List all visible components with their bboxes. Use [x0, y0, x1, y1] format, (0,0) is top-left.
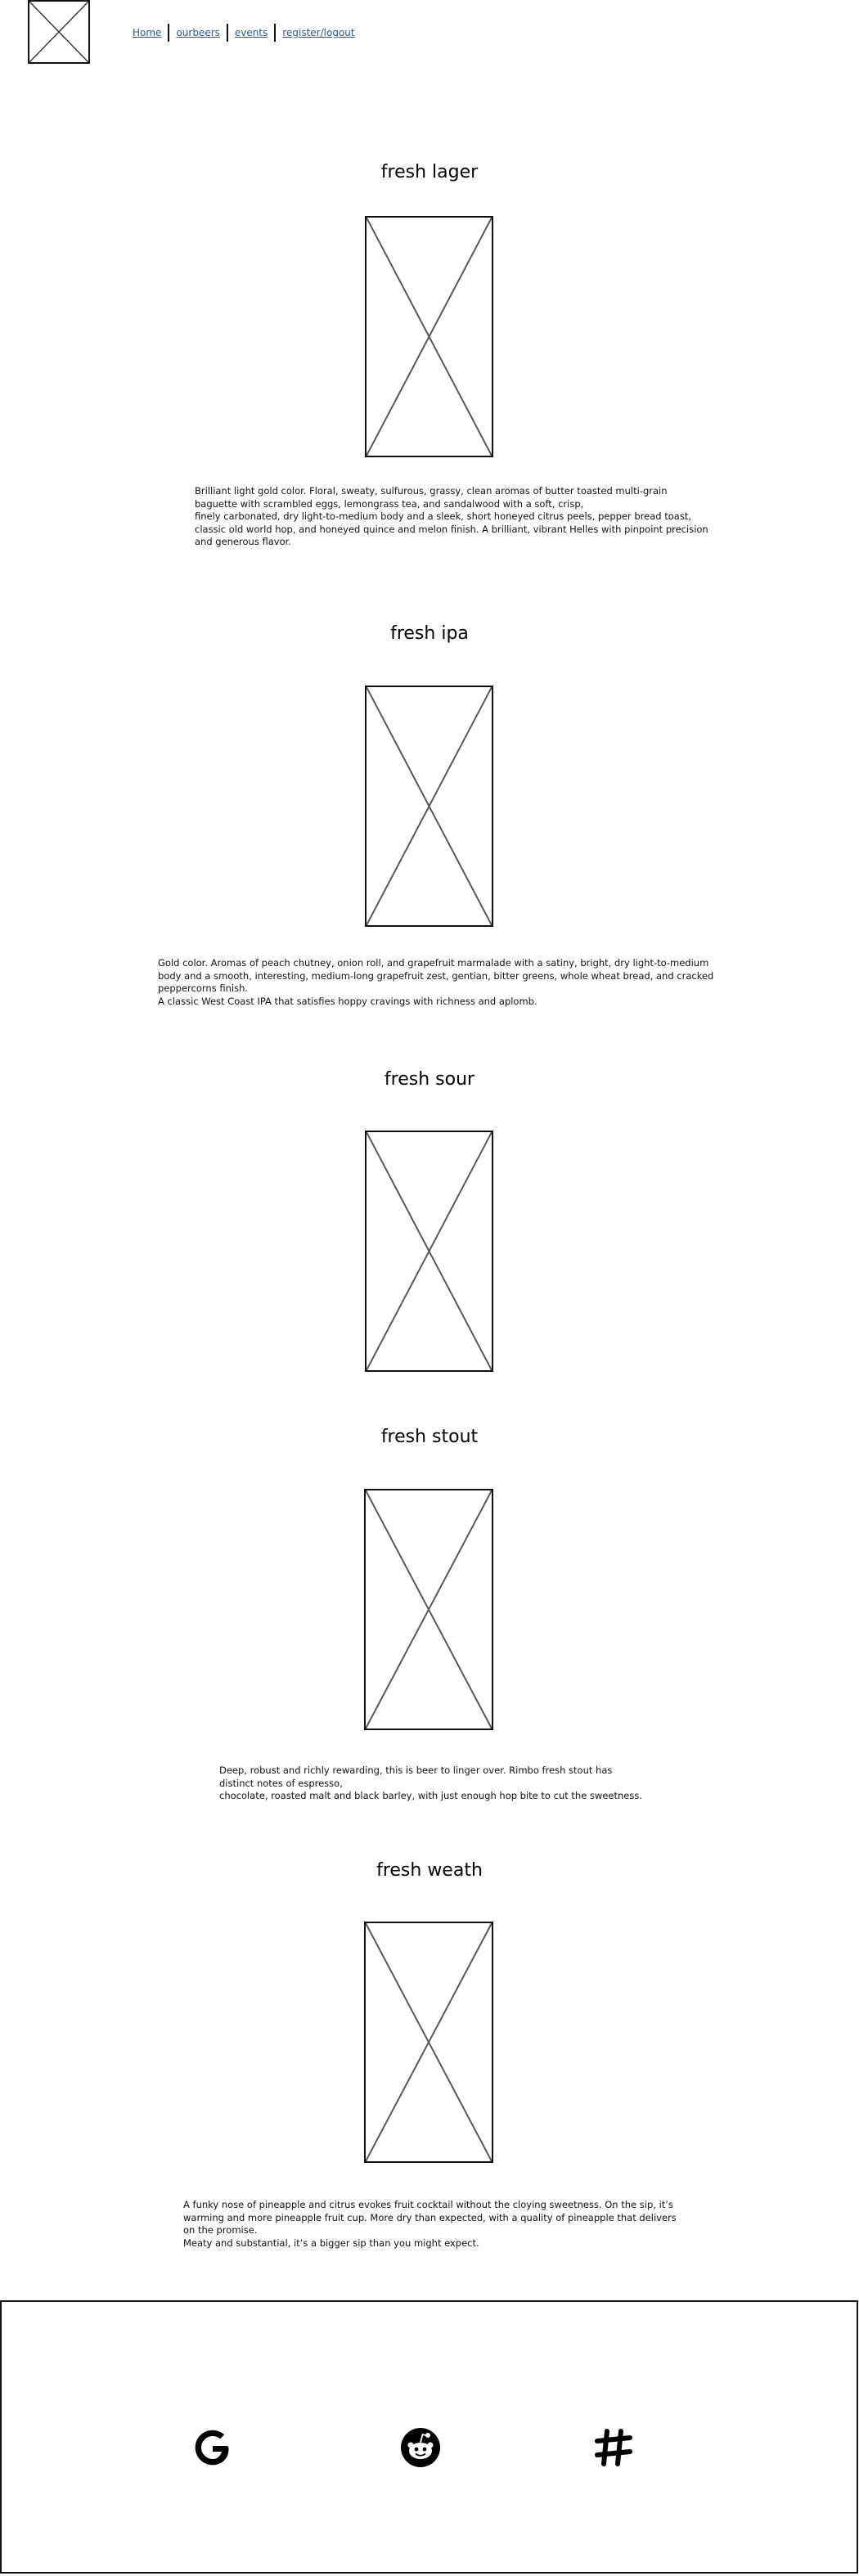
slack-icon[interactable]: [592, 2426, 635, 2469]
main-nav: Home ourbeers events register/logout: [133, 23, 362, 43]
beer-description-line: chocolate, roasted malt and black barley…: [219, 1790, 642, 1801]
image-placeholder-icon: [367, 1132, 492, 1370]
beer-image-placeholder: [365, 686, 493, 927]
nav-link-home[interactable]: Home: [133, 27, 162, 38]
nav-link-ourbeers[interactable]: ourbeers: [176, 27, 220, 38]
image-placeholder-icon: [366, 1490, 492, 1729]
image-placeholder-icon: [29, 2, 88, 62]
beer-description: Brilliant light gold color. Floral, swea…: [195, 485, 710, 549]
beer-description-line: Meaty and substantial, it’s a bigger sip…: [183, 2237, 479, 2249]
logo-placeholder[interactable]: [28, 0, 90, 64]
beer-image-placeholder: [364, 1922, 493, 2163]
google-icon[interactable]: [191, 2426, 234, 2469]
beer-description-line: Brilliant light gold color. Floral, swea…: [195, 485, 668, 510]
nav-link-events[interactable]: events: [234, 27, 268, 38]
beer-description-line: A classic West Coast IPA that satisfies …: [158, 995, 537, 1007]
beer-description-line: Gold color. Aromas of peach chutney, oni…: [158, 957, 714, 994]
nav-separator: [226, 24, 228, 42]
beer-image-placeholder: [364, 1489, 493, 1730]
beer-title: fresh lager: [380, 162, 479, 182]
nav-separator: [274, 24, 277, 42]
nav-link-register-logout[interactable]: register/logout: [282, 27, 355, 38]
beer-description: Gold color. Aromas of peach chutney, oni…: [158, 957, 714, 1008]
beer-description-line: finely carbonated, dry light-to-medium b…: [195, 510, 708, 547]
image-placeholder-icon: [366, 1923, 492, 2161]
nav-separator: [168, 24, 170, 42]
beer-description: A funky nose of pineapple and citrus evo…: [183, 2199, 678, 2250]
beer-image-placeholder: [365, 216, 493, 457]
footer: [0, 2300, 858, 2574]
beer-title: fresh ipa: [390, 623, 469, 644]
image-placeholder-icon: [367, 218, 492, 456]
beer-description: Deep, robust and richly rewarding, this …: [219, 1765, 661, 1803]
beer-title: fresh weath: [376, 1860, 483, 1881]
beer-description-line: A funky nose of pineapple and citrus evo…: [183, 2199, 677, 2236]
beer-title: fresh sour: [384, 1069, 475, 1090]
beer-image-placeholder: [365, 1131, 493, 1372]
beer-title: fresh stout: [380, 1427, 479, 1447]
beer-description-line: Deep, robust and richly rewarding, this …: [219, 1765, 613, 1789]
image-placeholder-icon: [367, 687, 492, 925]
reddit-icon[interactable]: [399, 2426, 442, 2469]
